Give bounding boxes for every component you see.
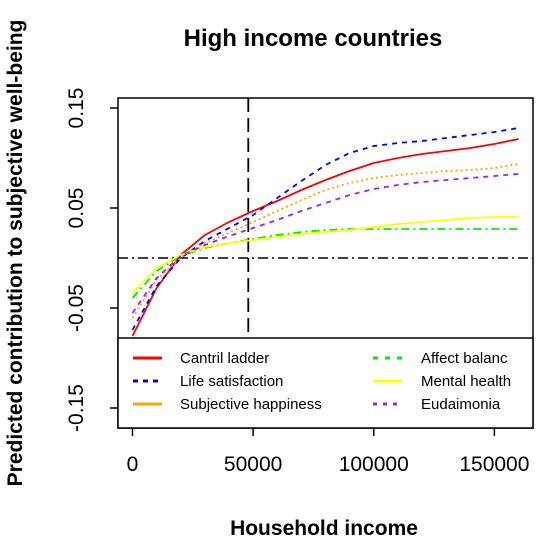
y-tick-label: 0.15 bbox=[65, 88, 88, 129]
y-tick-label: -0.15 bbox=[65, 384, 88, 432]
x-axis: 0 50000 100000 150000 bbox=[127, 428, 529, 476]
y-tick-label: -0.05 bbox=[65, 284, 88, 332]
chart-title: High income countries bbox=[184, 25, 443, 52]
reference-lines bbox=[118, 98, 533, 428]
series-line-cantril-ladder bbox=[131, 138, 519, 337]
y-axis-label: Predicted contribution to subjective wel… bbox=[4, 20, 27, 487]
x-axis-label: Household income bbox=[230, 517, 418, 540]
legend: Cantril ladder Life satisfaction Subject… bbox=[117, 337, 534, 429]
x-tick-label: 0 bbox=[127, 453, 139, 476]
x-tick-label: 50000 bbox=[224, 453, 282, 476]
y-tick-label: 0.05 bbox=[65, 188, 88, 229]
series-layer bbox=[131, 127, 519, 337]
legend-box bbox=[117, 337, 534, 429]
legend-label-eudaimonia: Eudaimonia bbox=[421, 396, 501, 413]
series-line-affect-balance bbox=[131, 228, 519, 299]
series-line-subjective-happiness bbox=[131, 163, 519, 319]
legend-label-subjective-happiness: Subjective happiness bbox=[180, 396, 322, 413]
x-tick-label: 100000 bbox=[339, 453, 409, 476]
legend-label-affect-balance: Affect balanc bbox=[421, 350, 508, 367]
legend-label-cantril-ladder: Cantril ladder bbox=[180, 350, 269, 367]
x-tick-label: 150000 bbox=[459, 453, 529, 476]
legend-label-mental-health: Mental health bbox=[421, 373, 511, 390]
series-line-mental-health bbox=[131, 216, 519, 294]
legend-label-life-satisfaction: Life satisfaction bbox=[180, 373, 283, 390]
series-line-life-satisfaction bbox=[131, 127, 519, 331]
y-axis: -0.15 -0.05 0.05 0.15 bbox=[65, 88, 118, 432]
series-line-eudaimonia bbox=[131, 173, 519, 314]
